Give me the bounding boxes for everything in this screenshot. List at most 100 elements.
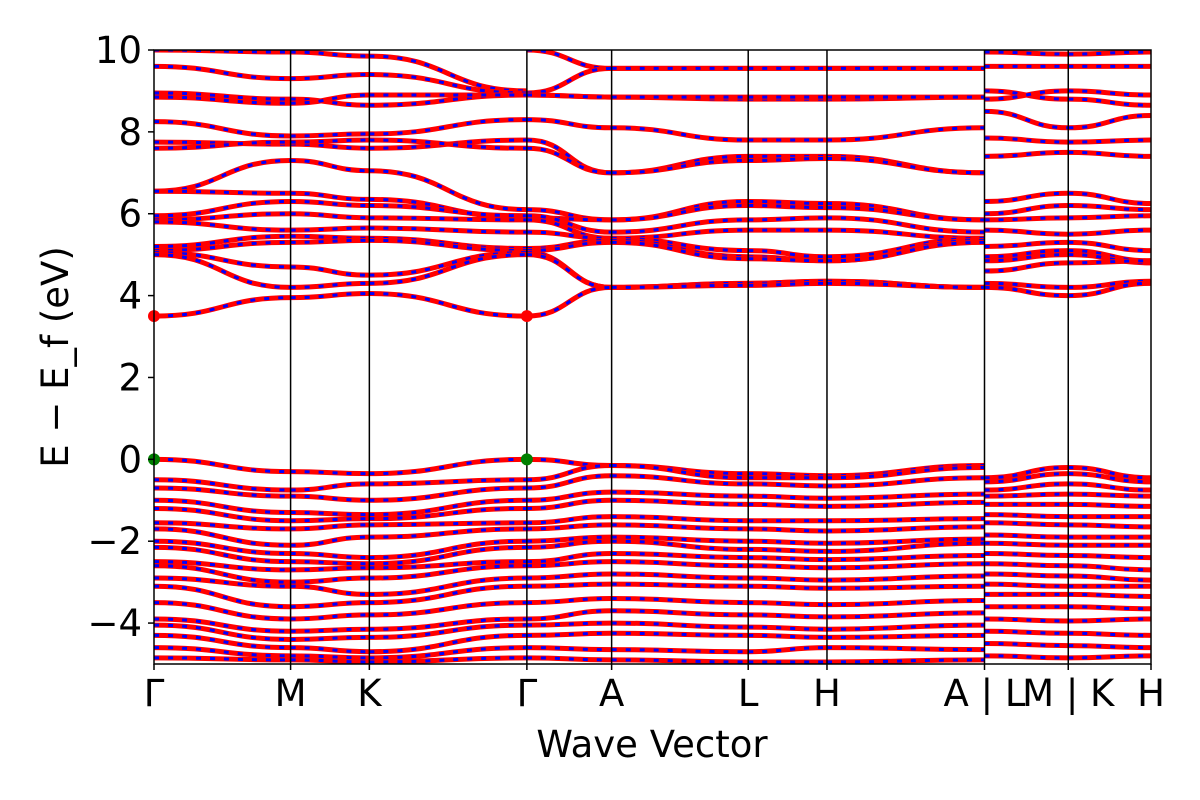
band-line-blue-s7-b5: [984, 136, 1069, 144]
x-tick-label-6: H: [813, 672, 841, 715]
band-line-blue-s3-b18: [526, 463, 612, 482]
band-line-red-s1-b22: [290, 522, 370, 532]
band-line-blue-s0-b8: [154, 189, 291, 195]
band-line-red-s6-b28: [826, 573, 985, 583]
band-line-red-s2-b9: [369, 203, 527, 219]
band-line-blue-s4-b16: [611, 283, 749, 289]
x-ticks: Γ M K Γ A L H A | LM | K H: [144, 664, 1165, 715]
band-line-red-s1-b10: [290, 211, 370, 221]
band-line-blue-s7-b6: [984, 150, 1069, 158]
band-line-red-s6-b21: [826, 499, 985, 509]
band-line-red-s2-b30: [369, 600, 527, 618]
band-line-red-s1-b33: [290, 645, 370, 655]
band-line-blue-s0-b19: [154, 486, 291, 498]
band-line-blue-s8-b28: [1068, 574, 1151, 582]
band-line-blue-s8-b8: [1068, 204, 1151, 212]
band-line-blue-s8-b33: [1068, 631, 1151, 637]
band-line-blue-s3-b35: [526, 656, 612, 662]
x-tick-label-1: M: [275, 672, 307, 715]
band-line-blue-s3-b28: [526, 572, 612, 580]
band-line-blue-s3-b5: [526, 138, 612, 175]
band-line-red-s1-b1: [290, 72, 370, 82]
band-line-blue-s4-b28: [611, 572, 749, 580]
band-line-red-s2-b26: [369, 559, 527, 571]
band-line-blue-s0-b1: [154, 64, 291, 81]
band-line-blue-s7-b12: [984, 249, 1069, 259]
band-line-red-s1-b2: [290, 96, 370, 108]
band-line-blue-s8-b3: [1068, 89, 1151, 97]
band-line-red-s2-b27: [369, 563, 527, 581]
band-line-blue-s3-b30: [526, 597, 612, 605]
band-line-red-s5-b24: [748, 538, 827, 546]
band-line-blue-s8-b27: [1068, 564, 1151, 572]
x-tick-label-5: L: [738, 672, 759, 715]
band-line-blue-s7-b18: [984, 472, 1069, 484]
band-line-red-s2-b10: [369, 215, 527, 223]
y-tick-label-2: 0: [118, 438, 142, 481]
band-line-red-s5-b8: [748, 203, 827, 211]
band-line-blue-s8-b20: [1068, 492, 1151, 498]
band-line-red-s5-b29: [748, 583, 827, 591]
band-line-blue-s8-b14: [1068, 259, 1151, 265]
band-line-red-s1-b35: [290, 657, 370, 664]
kpoint-lines: [289, 50, 1069, 664]
band-line-blue-s8-b19: [1068, 482, 1151, 492]
band-line-blue-s4-b11: [611, 236, 749, 253]
band-line-red-s6-b26: [826, 553, 985, 563]
band-line-red-s1-b24: [290, 550, 370, 561]
band-line-red-s1-b31: [290, 626, 370, 634]
x-tick-label-8: M | K: [1022, 672, 1116, 715]
band-line-blue-s7-b9: [984, 216, 1069, 222]
y-tick-label-5: 6: [118, 193, 142, 236]
band-line-blue-s4-b6: [611, 159, 749, 175]
band-line-blue-s8-b35: [1068, 654, 1151, 660]
band-line-red-s0-b27: [154, 563, 291, 585]
band-line-red-s2-b25: [369, 544, 527, 567]
band-line-blue-s4-b4: [611, 126, 749, 142]
band-line-blue-s4-b32: [611, 621, 749, 629]
band-line-red-s2-b23: [369, 526, 527, 540]
band-line-blue-s8-b4: [1068, 113, 1151, 130]
band-line-blue-s3-b11: [526, 230, 612, 240]
band-line-red-s6-b18: [826, 465, 985, 481]
band-line-blue-s0-b6: [154, 140, 291, 150]
band-line-red-s2-b15: [369, 252, 527, 286]
band-line-red-s5-b9: [748, 215, 827, 223]
band-line-blue-s8-b9: [1068, 214, 1151, 220]
band-line-blue-s8-b32: [1068, 617, 1151, 623]
band-line-red-s6-b22: [826, 516, 985, 524]
band-line-red-s5-b27: [748, 563, 827, 571]
band-line-red-s2-b6: [369, 137, 527, 151]
band-line-red-s1-b13: [290, 237, 370, 245]
band-line-red-s6-b9: [826, 215, 985, 235]
band-line-blue-s4-b18: [611, 463, 749, 480]
band-line-red-s2-b4: [369, 117, 527, 137]
y-tick-label-0: −4: [87, 602, 142, 645]
band-line-blue-s7-b11: [984, 240, 1069, 248]
y-tick-label-1: −2: [87, 520, 142, 563]
band-line-blue-s8-b0: [1068, 50, 1151, 56]
band-line-red-s2-b33: [369, 632, 527, 655]
band-line-blue-s4-b33: [611, 631, 749, 637]
band-line-red-s6-b33: [826, 632, 985, 640]
band-line-blue-s8-b16: [1068, 281, 1151, 298]
band-line-red-s5-b21: [748, 501, 827, 509]
band-line-blue-s4-b27: [611, 560, 749, 568]
band-line-blue-s7-b8: [984, 204, 1069, 216]
band-line-blue-s0-b20: [154, 498, 291, 515]
band-line-blue-s3-b33: [526, 631, 612, 637]
band-line-red-s1-b0: [290, 50, 370, 59]
band-line-red-s0-b23: [154, 526, 291, 548]
band-line-blue-s7-b0: [984, 50, 1069, 56]
band-line-red-s1-b26: [290, 565, 370, 573]
band-line-blue-s0-b17: [154, 457, 291, 474]
band-line-blue-s8-b31: [1068, 605, 1151, 611]
band-line-red-s1-b25: [290, 559, 370, 567]
band-line-red-s1-b23: [290, 534, 370, 548]
band-line-red-s6-b19: [826, 475, 985, 489]
band-line-blue-s3-b6: [526, 146, 612, 175]
band-line-blue-s7-b23: [984, 521, 1069, 527]
band-line-red-s6-b20: [826, 491, 985, 501]
band-line-red-s6-b27: [826, 561, 985, 571]
band-line-blue-s4-b35: [611, 658, 749, 664]
